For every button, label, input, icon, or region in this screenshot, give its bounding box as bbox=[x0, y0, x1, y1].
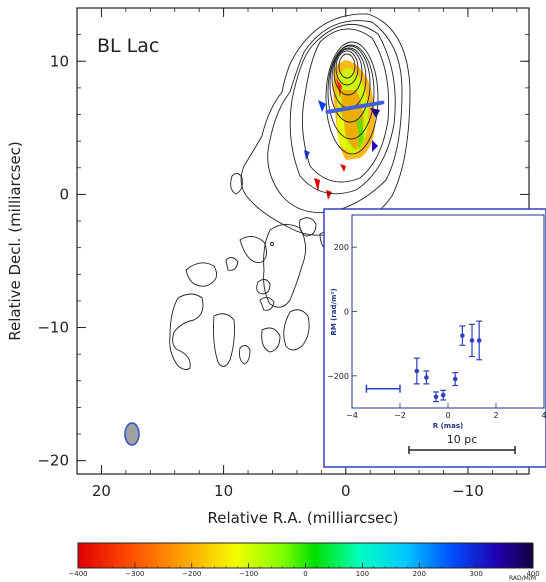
colorbar-tick-label: 0 bbox=[303, 570, 307, 578]
colorbar-tick-label: −300 bbox=[125, 570, 144, 578]
main-x-tick-label: 10 bbox=[214, 482, 233, 500]
main-y-tick-label: −20 bbox=[37, 452, 69, 470]
main-x-tick-label: 0 bbox=[341, 482, 351, 500]
inset-frame bbox=[323, 208, 546, 468]
inset-x-ticks: −4 −2 0 2 4 bbox=[346, 403, 546, 420]
main-y-tick-label: 10 bbox=[50, 52, 69, 70]
inset-data-point bbox=[460, 333, 465, 338]
inset-data-point bbox=[440, 392, 446, 398]
beam-ellipse bbox=[124, 422, 140, 446]
inset-data-points bbox=[413, 320, 483, 403]
source-name: BL Lac bbox=[97, 35, 159, 57]
inset-x-tick-label: 0 bbox=[445, 411, 450, 420]
main-x-axis-title: Relative R.A. (milliarcsec) bbox=[207, 509, 398, 527]
main-x-ticks: 20 10 0 −10 bbox=[76, 8, 518, 500]
main-x-tick-label: 20 bbox=[92, 482, 111, 500]
inset-y-ticks: 200 0 −200 bbox=[327, 243, 357, 381]
inset-x-tick-label: 4 bbox=[541, 411, 546, 420]
inset-y-tick-label: −200 bbox=[327, 372, 349, 381]
main-y-axis-title: Relative Decl. (milliarcsec) bbox=[6, 141, 24, 341]
rm-slice-line bbox=[325, 100, 385, 114]
inset-x-tick-label: −2 bbox=[394, 411, 406, 420]
inset-y-tick-label: 0 bbox=[344, 308, 349, 317]
inset-data-point bbox=[469, 338, 475, 343]
inset-data-point bbox=[424, 375, 429, 380]
colorbar-tick-label: 300 bbox=[469, 570, 482, 578]
inset-x-axis-title: R (mas) bbox=[433, 422, 463, 430]
contour-map bbox=[169, 13, 411, 371]
colorbar-tick-label: 100 bbox=[356, 570, 369, 578]
rm-inset: −4 −2 0 2 4 200 0 −200 R (mas) RM (rad/m²) 10 … bbox=[323, 208, 546, 468]
inset-y-axis-title: RM (rad/m²) bbox=[330, 288, 338, 335]
colorbar-tick-label: −100 bbox=[239, 570, 258, 578]
inset-x-tick-label: 2 bbox=[493, 411, 498, 420]
colorbar-ticks: −400 −300 −200 −100 0 100 200 300 400 bbox=[68, 563, 540, 578]
inset-x-tick-label: −4 bbox=[346, 411, 358, 420]
colorbar-unit: RAD/M/M bbox=[509, 575, 536, 582]
scale-bar-label: 10 pc bbox=[447, 433, 478, 446]
main-y-tick-label: −10 bbox=[37, 319, 69, 337]
colorbar-tick-label: 400 bbox=[526, 570, 539, 578]
main-y-tick-label: 0 bbox=[59, 185, 69, 203]
inset-data-point bbox=[433, 394, 439, 400]
colorbar-tick-label: −200 bbox=[182, 570, 201, 578]
inset-y-tick-label: 200 bbox=[334, 243, 349, 252]
inset-data-point bbox=[476, 338, 482, 343]
inset-data-point bbox=[452, 376, 458, 382]
inset-data-point bbox=[414, 368, 420, 374]
colorbar-tick-label: 200 bbox=[413, 570, 426, 578]
main-x-tick-label: −10 bbox=[452, 482, 484, 500]
colorbar-tick-label: −400 bbox=[68, 570, 87, 578]
